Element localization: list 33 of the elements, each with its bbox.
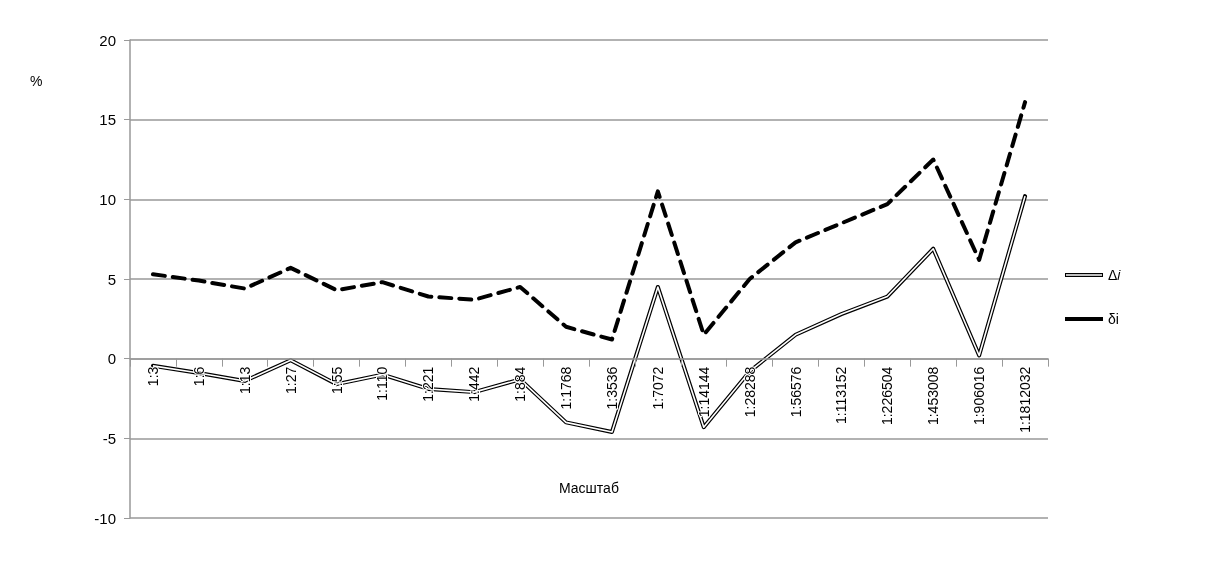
x-tick-label: 1:453008 [925,366,942,426]
x-tick-label: 1:56576 [787,366,804,418]
x-tick-label: 1:27 [282,366,299,394]
x-tick-label: 1:906016 [971,366,988,426]
x-tick-label: 1:28288 [741,366,758,418]
y-tick-label: 15 [99,111,116,129]
x-tick-label: 1:221 [420,366,437,402]
y-tick-label: -5 [102,429,116,447]
y-axis-title: % [30,73,43,89]
x-tick-label: 1:113152 [833,366,850,425]
x-tick-label: 1:3536 [603,366,620,410]
y-tick-label: 10 [99,190,116,208]
x-tick-label: 1:7072 [649,366,666,410]
x-tick-label: 1:6 [190,366,207,387]
x-tick-label: 1:13 [236,366,253,394]
y-tick-label: 5 [107,270,116,288]
x-tick-label: 1:1768 [558,366,575,410]
x-tick-label: 1:1812032 [1017,366,1034,433]
x-tick-label: 1:3 [144,366,161,387]
line-series [150,100,1028,342]
y-tick-label: -10 [94,509,116,527]
y-tick-label: 0 [107,350,116,368]
x-tick-label: 1:14144 [695,366,712,418]
x-tick-label: 1:884 [512,366,529,402]
x-tick-label: 1:226504 [879,366,896,426]
x-tick-label: 1:442 [466,366,483,402]
x-tick-label: 1:55 [328,366,345,394]
y-tick-label: 20 [99,31,116,49]
line-series [150,194,1028,434]
x-tick-label: 1:110 [374,366,391,401]
legend-label: Δ𝑖 [1108,267,1122,283]
x-axis-title: Масштаб [559,480,619,496]
legend-label: δi [1108,311,1119,327]
